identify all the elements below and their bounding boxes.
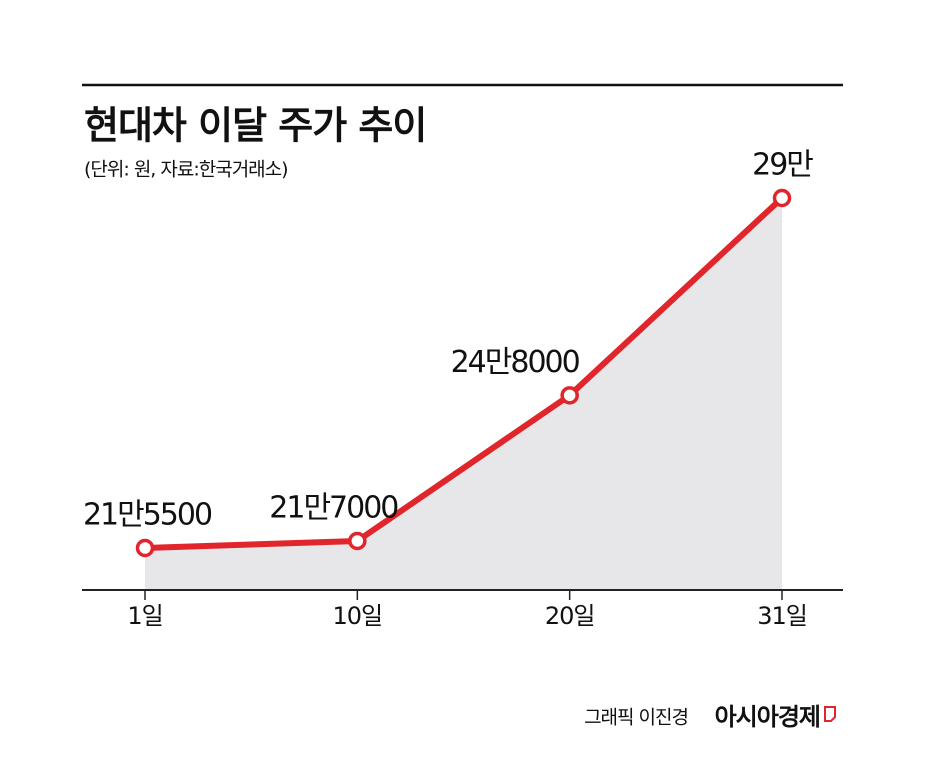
logo: 아시아경제 bbox=[715, 703, 820, 731]
logo-icon bbox=[824, 706, 836, 722]
credit: 그래픽 이진경 bbox=[584, 707, 688, 729]
value-label: 24만8000 bbox=[451, 345, 580, 380]
chart-subtitle: (단위: 원, 자료:한국거래소) bbox=[84, 159, 288, 181]
x-tick-label: 20일 bbox=[545, 602, 595, 630]
chart-title: 현대차 이달 주가 추이 bbox=[84, 104, 426, 148]
marker bbox=[135, 538, 155, 558]
x-tick-label: 10일 bbox=[333, 602, 383, 630]
value-label: 21만5500 bbox=[83, 498, 212, 533]
line bbox=[144, 195, 785, 551]
value-label: 29만 bbox=[752, 148, 813, 183]
marker bbox=[348, 531, 367, 551]
area bbox=[145, 198, 782, 590]
value-label: 21만7000 bbox=[269, 490, 398, 525]
x-tick-label: 1일 bbox=[127, 602, 162, 630]
marker bbox=[560, 386, 579, 405]
marker bbox=[772, 188, 792, 208]
x-tick-label: 31일 bbox=[757, 602, 807, 630]
